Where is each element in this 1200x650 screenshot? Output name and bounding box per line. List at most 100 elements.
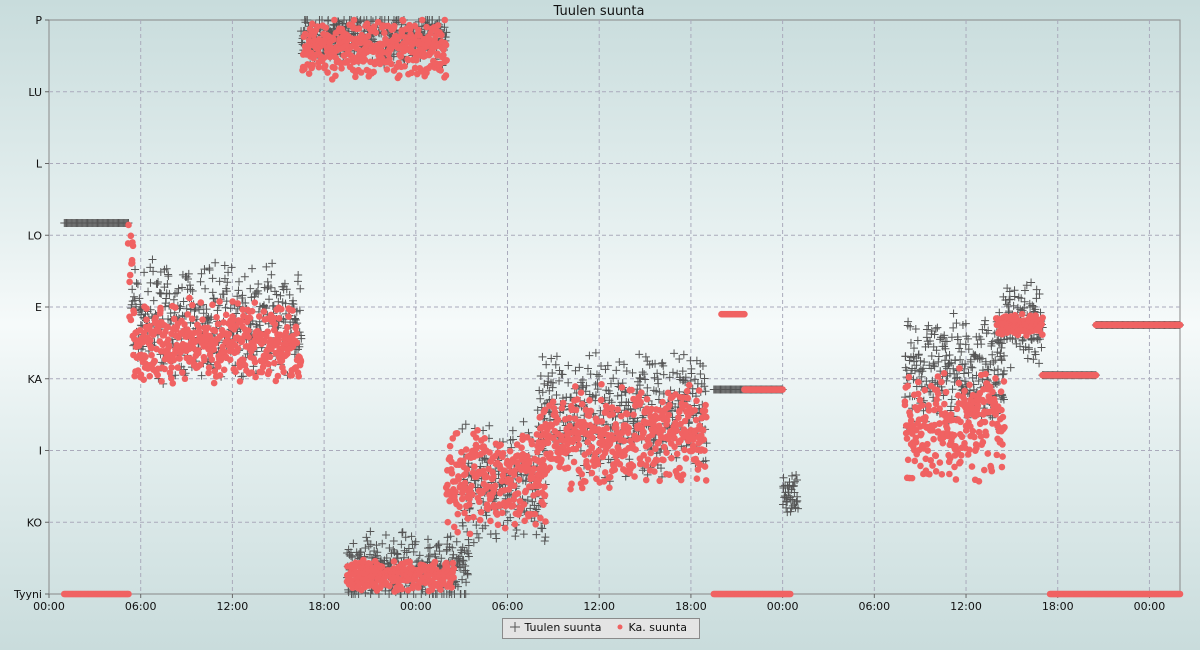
data-point-dot bbox=[620, 437, 628, 445]
data-point-plus bbox=[385, 543, 394, 552]
data-point-dot bbox=[1018, 310, 1026, 318]
data-point-dot bbox=[566, 414, 573, 422]
data-point-plus bbox=[458, 424, 467, 433]
data-point-dot bbox=[444, 481, 451, 489]
y-tick-label: L bbox=[36, 158, 43, 171]
data-point-dot bbox=[265, 368, 273, 375]
data-point-plus bbox=[178, 283, 187, 292]
data-point-dot bbox=[618, 384, 626, 391]
data-point-plus bbox=[592, 370, 601, 379]
data-point-dot bbox=[236, 378, 244, 385]
series-ka-suunta bbox=[60, 16, 1184, 598]
data-point-plus bbox=[575, 363, 584, 372]
data-point-plus bbox=[913, 336, 922, 345]
x-tick-label: 18:00 bbox=[1042, 600, 1074, 613]
data-point-plus bbox=[209, 294, 218, 303]
data-point-plus bbox=[208, 288, 217, 297]
data-point-dot bbox=[271, 359, 278, 367]
data-point-dot bbox=[632, 446, 639, 453]
data-point-dot bbox=[570, 458, 578, 466]
data-point-dot bbox=[454, 510, 462, 518]
data-point-dot bbox=[542, 518, 549, 525]
data-point-dot bbox=[588, 469, 596, 477]
data-point-dot bbox=[982, 431, 990, 439]
data-point-dot bbox=[293, 329, 301, 337]
data-point-plus bbox=[149, 267, 158, 276]
data-point-dot bbox=[926, 470, 933, 478]
data-point-plus bbox=[638, 368, 647, 377]
data-point-plus bbox=[157, 289, 166, 298]
data-point-dot bbox=[126, 271, 134, 279]
data-point-plus bbox=[1020, 286, 1029, 295]
data-point-dot bbox=[572, 383, 579, 390]
data-point-plus bbox=[461, 590, 470, 598]
data-point-dot bbox=[539, 456, 547, 464]
data-point-plus bbox=[238, 291, 247, 300]
data-point-dot bbox=[476, 516, 484, 524]
data-point-dot bbox=[260, 308, 268, 315]
data-point-plus bbox=[1009, 301, 1018, 310]
data-point-plus bbox=[454, 554, 463, 563]
data-point-plus bbox=[1020, 297, 1029, 306]
data-point-plus bbox=[297, 334, 306, 343]
data-point-dot bbox=[514, 490, 522, 497]
data-point-dot bbox=[250, 344, 258, 351]
data-point-plus bbox=[657, 359, 666, 368]
data-point-dot bbox=[383, 66, 391, 73]
data-point-plus bbox=[619, 360, 628, 369]
data-point-dot bbox=[490, 473, 497, 480]
data-point-plus bbox=[252, 288, 261, 297]
data-point-dot bbox=[491, 482, 499, 490]
data-point-plus bbox=[148, 255, 157, 264]
data-point-plus bbox=[171, 289, 180, 298]
data-point-plus bbox=[197, 371, 206, 380]
data-point-dot bbox=[594, 460, 602, 468]
data-point-plus bbox=[472, 521, 481, 530]
data-point-plus bbox=[790, 488, 799, 497]
data-point-dot bbox=[355, 25, 363, 32]
data-point-dot bbox=[222, 311, 230, 319]
data-point-dot bbox=[125, 590, 132, 598]
data-point-dot bbox=[699, 426, 707, 434]
data-point-dot bbox=[289, 307, 296, 314]
data-point-dot bbox=[148, 351, 155, 359]
data-point-dot bbox=[464, 515, 472, 522]
data-point-dot bbox=[280, 368, 287, 376]
data-point-dot bbox=[1001, 423, 1008, 431]
data-point-dot bbox=[471, 463, 478, 470]
y-tick-label: KA bbox=[27, 373, 42, 386]
data-point-dot bbox=[450, 574, 457, 581]
data-point-plus bbox=[613, 391, 622, 400]
data-point-dot bbox=[438, 31, 445, 39]
data-point-plus bbox=[585, 351, 594, 360]
data-point-dot bbox=[220, 366, 228, 374]
data-point-dot bbox=[684, 394, 692, 402]
data-point-dot bbox=[583, 457, 590, 465]
data-point-plus bbox=[542, 360, 551, 369]
data-point-dot bbox=[661, 443, 668, 451]
data-point-dot bbox=[444, 518, 452, 526]
data-point-dot bbox=[966, 446, 973, 454]
data-point-plus bbox=[265, 295, 274, 304]
data-point-plus bbox=[552, 352, 561, 361]
data-point-plus bbox=[583, 364, 592, 373]
data-point-dot bbox=[210, 379, 218, 387]
data-point-dot bbox=[197, 299, 205, 306]
data-point-dot bbox=[683, 387, 691, 395]
data-point-dot bbox=[587, 407, 595, 415]
data-point-plus bbox=[366, 590, 375, 598]
data-point-dot bbox=[941, 400, 948, 408]
data-point-dot bbox=[372, 29, 380, 36]
x-tick-label: 12:00 bbox=[217, 600, 249, 613]
data-point-dot bbox=[961, 387, 968, 395]
data-point-dot bbox=[993, 451, 1001, 459]
data-point-dot bbox=[158, 378, 165, 385]
data-point-dot bbox=[188, 315, 196, 323]
data-point-dot bbox=[252, 373, 259, 381]
data-point-dot bbox=[932, 452, 940, 460]
data-point-dot bbox=[390, 558, 398, 565]
data-point-dot bbox=[511, 520, 519, 528]
data-point-plus bbox=[997, 356, 1006, 365]
x-tick-label: 06:00 bbox=[125, 600, 157, 613]
data-point-plus bbox=[612, 366, 621, 375]
